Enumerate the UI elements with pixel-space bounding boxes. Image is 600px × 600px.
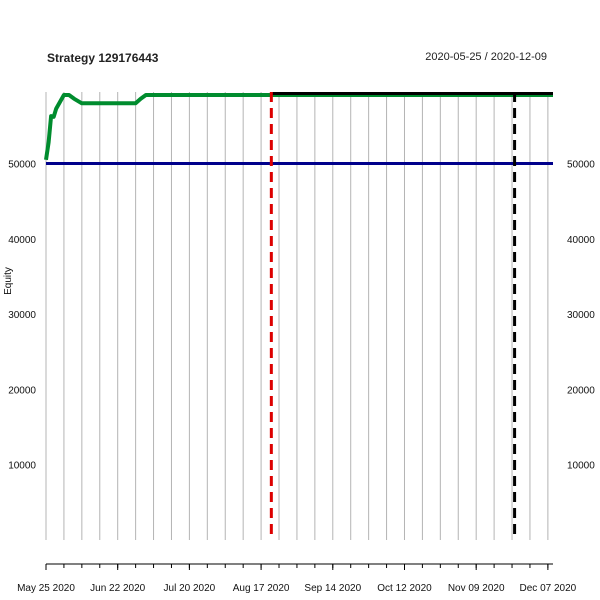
y-tick-label-left-0: 10000 xyxy=(8,461,36,472)
chart-title: Strategy 129176443 xyxy=(47,51,159,65)
y-tick-label-right-1: 20000 xyxy=(567,385,595,396)
x-tick-label-0: May 25 2020 xyxy=(17,583,75,594)
y-tick-label-right-3: 40000 xyxy=(567,235,595,246)
y-tick-label-right-4: 50000 xyxy=(567,160,595,171)
series-layer xyxy=(44,92,553,540)
grid xyxy=(45,92,549,540)
x-tick-label-2: Jul 20 2020 xyxy=(164,583,216,594)
x-tick-label-7: Dec 07 2020 xyxy=(520,583,577,594)
y-tick-label-left-4: 50000 xyxy=(8,160,36,171)
y-tick-label-left-3: 40000 xyxy=(8,235,36,246)
series-line-0 xyxy=(44,93,553,161)
y-tick-label-right-0: 10000 xyxy=(567,461,595,472)
y-axis-title: Equity xyxy=(3,267,14,295)
axes: 10000 10000 20000 20000 30000 30000 40000 40000… xyxy=(8,160,595,594)
x-tick-label-4: Sep 14 2020 xyxy=(304,583,361,594)
x-tick-label-3: Aug 17 2020 xyxy=(233,583,290,594)
x-tick-label-1: Jun 22 2020 xyxy=(90,583,145,594)
x-tick-label-5: Oct 12 2020 xyxy=(377,583,432,594)
y-tick-label-left-1: 20000 xyxy=(8,385,36,396)
y-tick-label-right-2: 30000 xyxy=(567,310,595,321)
chart-date-range: 2020-05-25 / 2020-12-09 xyxy=(425,51,547,63)
y-tick-label-left-2: 30000 xyxy=(8,310,36,321)
x-tick-label-6: Nov 09 2020 xyxy=(448,583,505,594)
